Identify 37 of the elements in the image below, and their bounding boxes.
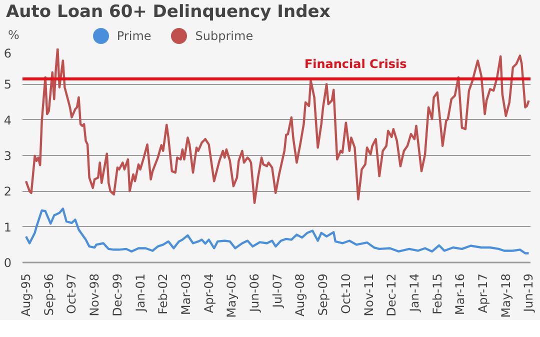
y-tick-label: 0 bbox=[4, 256, 12, 270]
x-tick-label: Aug-08 bbox=[293, 274, 308, 317]
x-tick-label: Mar-16 bbox=[453, 273, 468, 315]
x-tick-label: May-05 bbox=[224, 273, 239, 318]
y-axis-title: % bbox=[8, 28, 20, 42]
x-tick-label: Sep-96 bbox=[42, 274, 56, 316]
x-tick-label: Jun-06 bbox=[248, 273, 262, 313]
x-tick-label: Apr-04 bbox=[202, 274, 216, 314]
x-tick-label: Jul-07 bbox=[270, 274, 284, 309]
y-tick-label: 5 bbox=[4, 78, 12, 92]
ref-line-label: Financial Crisis bbox=[304, 56, 407, 71]
x-tick-label: Nov-11 bbox=[362, 273, 376, 316]
x-tick-label: Feb-02 bbox=[156, 273, 170, 314]
y-tick-label: 2 bbox=[4, 184, 12, 199]
x-tick-label: Feb-15 bbox=[430, 273, 444, 314]
x-tick-label: Jun-19 bbox=[522, 273, 536, 313]
legend-label: Subprime bbox=[195, 29, 254, 43]
x-tick-label: Aug-95 bbox=[19, 274, 34, 317]
x-tick-label: Dec-12 bbox=[384, 273, 399, 316]
x-tick-label: Jan-14 bbox=[407, 273, 422, 313]
x-tick-label: Apr-17 bbox=[476, 274, 490, 314]
x-tick-label: Oct-97 bbox=[64, 273, 79, 314]
y-tick-label: 3 bbox=[4, 149, 12, 163]
line-series bbox=[24, 208, 530, 254]
y-tick-label: 4 bbox=[4, 113, 12, 128]
x-tick-label: Nov-98 bbox=[88, 273, 102, 316]
y-tick-label: 1 bbox=[4, 220, 12, 234]
legend-label: Prime bbox=[116, 29, 152, 43]
line-series bbox=[24, 48, 530, 204]
x-tick-label: Jan-01 bbox=[133, 273, 148, 313]
x-tick-label: May-18 bbox=[498, 273, 513, 318]
x-tick-label: Sep-09 bbox=[316, 274, 330, 316]
chart-title: Auto Loan 60+ Delinquency Index bbox=[6, 2, 330, 22]
x-tick-label: Mar-03 bbox=[178, 273, 193, 315]
x-tick-label: Dec-99 bbox=[110, 273, 124, 316]
x-tick-label: Oct-10 bbox=[338, 273, 353, 314]
y-tick-label: 6 bbox=[4, 46, 12, 60]
